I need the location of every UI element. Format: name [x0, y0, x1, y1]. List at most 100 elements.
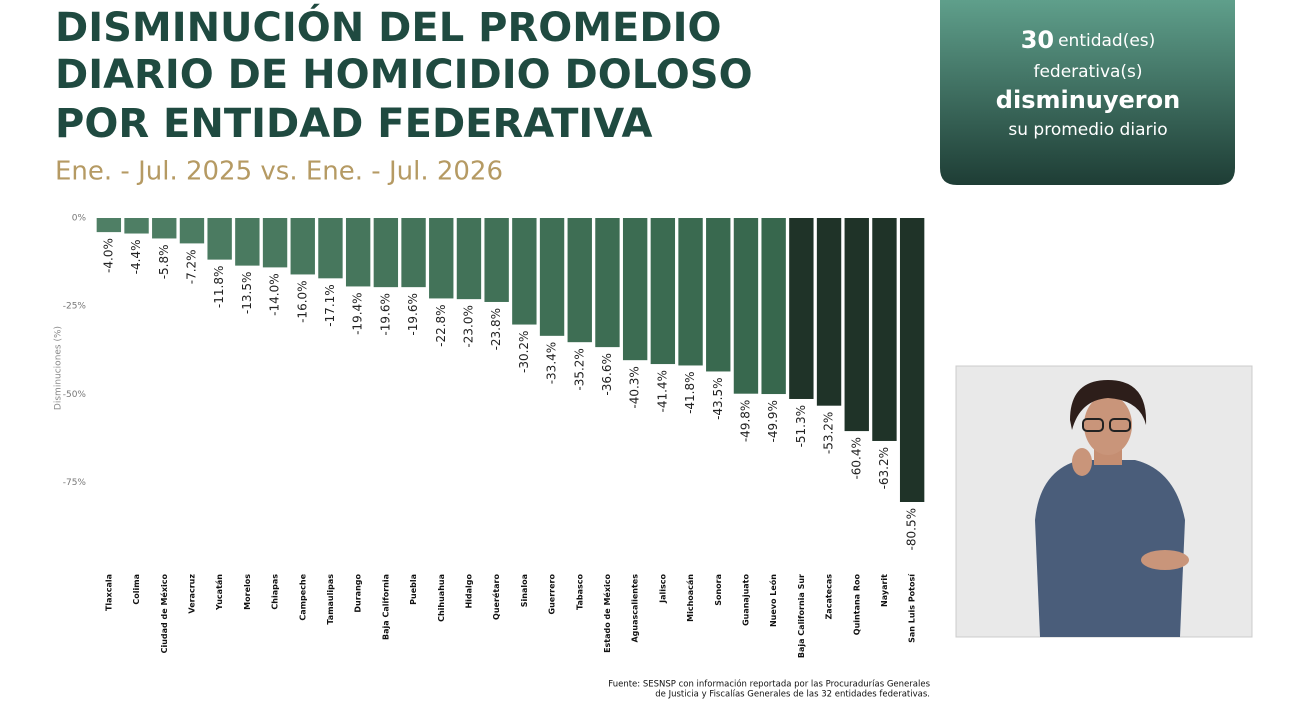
title-line: DIARIO DE HOMICIDIO DOLOSO [55, 52, 753, 98]
value-label: -80.5% [905, 508, 919, 550]
bar [401, 218, 426, 288]
bar [124, 218, 149, 234]
x-tick-label: Morelos [243, 574, 252, 610]
value-label: -60.4% [849, 437, 863, 479]
interpreter-video [955, 365, 1253, 638]
title-line: POR ENTIDAD FEDERATIVA [55, 101, 653, 147]
bar [567, 218, 592, 343]
value-label: -4.0% [101, 238, 115, 273]
bar [318, 218, 343, 279]
bar [595, 218, 620, 348]
value-label: -19.6% [378, 293, 392, 335]
bar [816, 218, 842, 406]
value-label: -53.2% [822, 412, 836, 454]
bar [152, 218, 177, 239]
bar [207, 218, 232, 260]
bar [345, 218, 371, 287]
x-tick-label: Baja California [381, 574, 390, 640]
source-line: de Justicia y Fiscalías Generales de las… [655, 690, 930, 700]
bar [844, 218, 869, 432]
bar [484, 218, 509, 302]
x-tick-label: Tabasco [575, 574, 584, 610]
x-tick-label: Guanajuato [741, 574, 750, 626]
value-label: -17.1% [323, 284, 337, 326]
x-tick-label: Puebla [409, 574, 418, 605]
x-tick-label: Nayarit [880, 574, 889, 607]
value-label: -22.8% [434, 304, 448, 346]
x-tick-label: Colima [132, 574, 141, 605]
bar [899, 218, 925, 502]
value-label: -63.2% [877, 447, 891, 489]
value-label: -11.8% [212, 266, 226, 308]
x-tick-label: Querétaro [491, 574, 501, 620]
y-axis-label: Disminuciones (%) [54, 326, 64, 410]
bar [650, 218, 676, 365]
x-tick-label: Aguascalientes [631, 574, 640, 643]
bar [761, 218, 786, 395]
x-tick-label: Tlaxcala [104, 574, 113, 611]
x-tick-label: Michoacán [686, 574, 695, 622]
bar [290, 218, 315, 275]
value-label: -43.5% [711, 377, 725, 419]
bar [512, 218, 537, 325]
bar [456, 218, 482, 300]
value-label: -49.9% [766, 400, 780, 442]
x-tick-label: Sonora [714, 574, 723, 606]
y-tick-label: -75% [63, 478, 87, 488]
x-tick-label: Tamaulipas [326, 574, 335, 625]
value-label: -51.3% [794, 405, 808, 447]
bar [789, 218, 814, 399]
value-label: -41.8% [683, 371, 697, 413]
x-tick-label: Campeche [298, 573, 307, 620]
value-label: -14.0% [268, 273, 282, 315]
value-label: -35.2% [572, 348, 586, 390]
x-tick-label: Nuevo León [768, 574, 778, 627]
source-line: Fuente: SESNSP con información reportada… [608, 679, 930, 690]
x-tick-label: Chiapas [271, 574, 280, 610]
bar [622, 218, 648, 361]
bar [733, 218, 759, 394]
bar [872, 218, 897, 441]
info-box [940, 0, 1235, 185]
title-line: DISMINUCIÓN DEL PROMEDIO [55, 3, 721, 51]
x-tick-label: Jalisco [658, 573, 667, 603]
bar [539, 218, 565, 336]
value-label: -41.4% [655, 370, 669, 412]
value-label: -23.8% [489, 308, 503, 350]
info-line: su promedio diario [1008, 120, 1167, 140]
bar [373, 218, 399, 288]
bar [678, 218, 703, 366]
x-tick-label: Sinaloa [520, 574, 529, 607]
info-line: federativa(s) [1033, 62, 1142, 82]
value-label: -4.4% [129, 240, 143, 275]
y-tick-label: -50% [63, 390, 87, 400]
x-tick-label: San Luis Potosí [908, 573, 917, 643]
bar [179, 218, 205, 244]
y-tick-label: 0% [72, 214, 87, 224]
x-tick-label: Baja California Sur [797, 574, 806, 658]
bar [429, 218, 454, 299]
value-label: -5.8% [157, 244, 171, 279]
x-tick-label: Guerrero [548, 574, 557, 615]
info-count: 30 [1021, 26, 1054, 54]
x-tick-label: Estado de México [602, 573, 612, 652]
value-label: -33.4% [545, 342, 559, 384]
bar [262, 218, 288, 268]
value-label: -13.5% [240, 272, 254, 314]
x-tick-label: Hidalgo [464, 574, 473, 609]
value-label: -30.2% [517, 331, 531, 373]
value-label: -19.6% [406, 293, 420, 335]
x-tick-label: Durango [354, 574, 363, 613]
subtitle: Ene. - Jul. 2025 vs. Ene. - Jul. 2026 [55, 157, 503, 187]
info-text: entidad(es) [1058, 31, 1155, 51]
bar [235, 218, 260, 266]
value-label: -23.0% [461, 305, 475, 347]
value-label: -40.3% [628, 366, 642, 408]
x-tick-label: Quintana Roo [852, 573, 861, 635]
info-line: disminuyeron [996, 86, 1180, 114]
value-label: -7.2% [184, 249, 198, 284]
value-label: -19.4% [351, 292, 365, 334]
value-label: -36.6% [600, 353, 614, 395]
x-tick-label: Zacatecas [825, 574, 834, 620]
